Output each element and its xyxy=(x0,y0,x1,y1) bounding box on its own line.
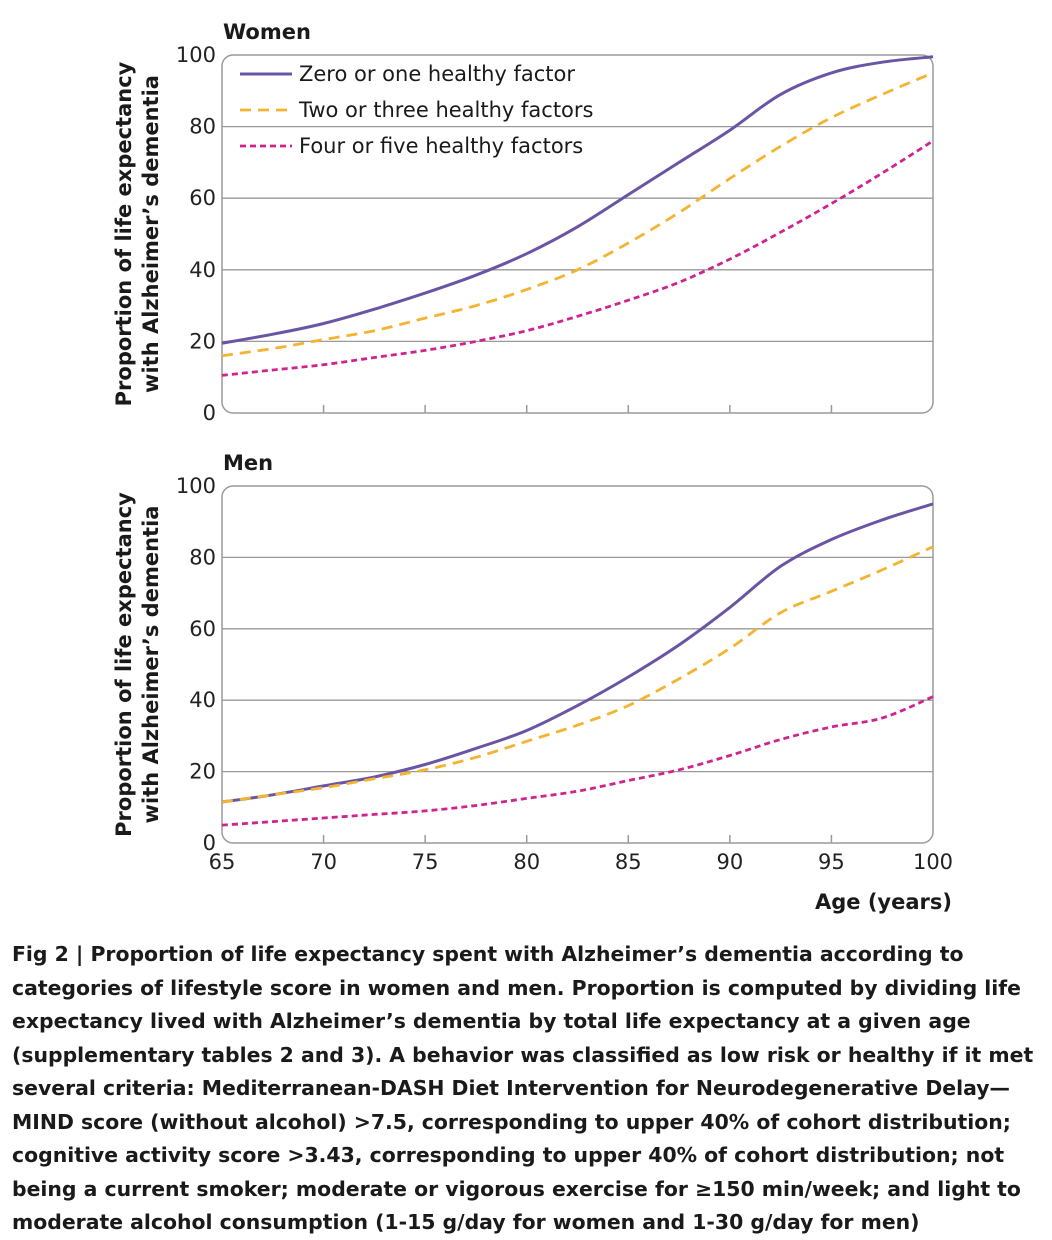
figure-charts: 0 20 40 60 80 100 Women Proportion of life expe… xyxy=(112,20,953,914)
chart-panel-1: 0 20 40 60 80 100 65 70 75 80 85 90 95 100 Men Proporti… xyxy=(112,451,953,914)
y-tick-label: 60 xyxy=(189,617,216,641)
series-line-0 xyxy=(221,55,934,345)
legend: Zero or one healthy factor Two or three h… xyxy=(240,62,593,158)
x-tick-label: 65 xyxy=(209,850,236,874)
legend-label-2: Four or five healthy factors xyxy=(299,134,583,158)
legend-label-0: Zero or one healthy factor xyxy=(299,62,575,86)
y-tick-label: 40 xyxy=(189,688,216,712)
y-tick-label: 100 xyxy=(176,474,216,498)
y-tick-label: 20 xyxy=(189,329,216,353)
x-axis-label: Age (years) xyxy=(815,890,952,914)
y-axis-label-line2: with Alzheimer’s dementia xyxy=(139,506,163,824)
x-tick-label: 95 xyxy=(818,850,845,874)
y-axis-label-line1: Proportion of life expectancy xyxy=(112,492,136,837)
y-tick-label: 80 xyxy=(189,545,216,569)
y-axis-label-line1: Proportion of life expectancy xyxy=(112,61,136,406)
y-tick-label: 40 xyxy=(189,258,216,282)
series-line-1 xyxy=(221,545,934,804)
y-tick-label: 100 xyxy=(176,43,216,67)
y-axis-label-line2: with Alzheimer’s dementia xyxy=(139,75,163,393)
series-line-0 xyxy=(221,502,934,804)
y-tick-label: 80 xyxy=(189,115,216,139)
panel-title: Men xyxy=(223,451,273,475)
series-line-2 xyxy=(221,695,934,827)
x-tick-label: 70 xyxy=(310,850,337,874)
caption-text: Proportion of life expectancy spent with… xyxy=(12,942,1034,1234)
y-tick-label: 0 xyxy=(203,401,216,425)
caption-lead: Fig 2 | xyxy=(12,942,91,966)
plot-frame xyxy=(221,485,934,844)
x-tick-label: 80 xyxy=(513,850,540,874)
panel-title: Women xyxy=(223,20,311,44)
x-tick-label: 100 xyxy=(913,850,953,874)
y-tick-label: 0 xyxy=(203,831,216,855)
x-tick-label: 90 xyxy=(716,850,743,874)
legend-label-1: Two or three healthy factors xyxy=(298,98,593,122)
figure-caption: Fig 2 | Proportion of life expectancy sp… xyxy=(12,938,1048,1240)
chart-panel-0: 0 20 40 60 80 100 Women Proportion of life expe… xyxy=(112,20,934,425)
series-line-1 xyxy=(221,71,934,358)
y-tick-label: 60 xyxy=(189,186,216,210)
series-line-2 xyxy=(221,139,934,377)
y-tick-label: 20 xyxy=(189,760,216,784)
x-tick-label: 75 xyxy=(412,850,439,874)
plot-frame xyxy=(221,54,934,414)
x-tick-label: 85 xyxy=(615,850,642,874)
